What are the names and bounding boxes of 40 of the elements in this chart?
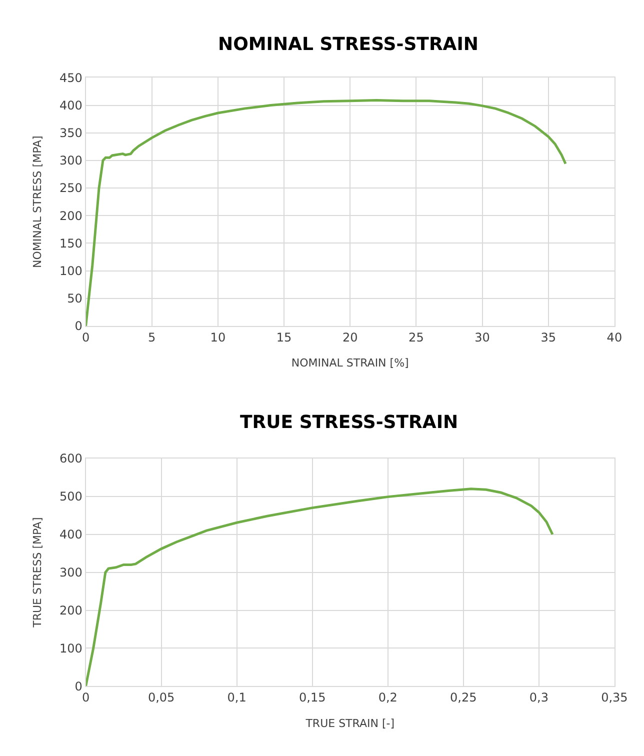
x-tick-label: 0,35 [601, 690, 628, 705]
x-tick-label: 35 [540, 330, 556, 344]
x-tick-label: 0,2 [378, 690, 398, 705]
line-series [86, 99, 567, 326]
y-axis-title: NOMINAL STRESS [MPA] [31, 136, 44, 268]
y-tick-label: 450 [59, 70, 82, 85]
x-tick-label: 0,25 [450, 690, 477, 705]
y-tick-label: 100 [59, 264, 82, 278]
x-axis-title: NOMINAL STRAIN [%] [291, 356, 409, 370]
x-tick-label: 25 [408, 330, 424, 344]
x-tick-label: 20 [342, 330, 358, 344]
x-tick-label: 5 [148, 330, 156, 344]
y-tick-label: 350 [59, 126, 82, 140]
x-tick-label: 0,15 [298, 690, 326, 705]
y-tick-label: 150 [59, 236, 82, 250]
y-tick-label: 600 [59, 452, 82, 466]
x-tick-label: 0,1 [227, 690, 246, 705]
y-tick-label: 200 [59, 208, 82, 223]
x-tick-label: 0,3 [529, 690, 548, 705]
y-tick-label: 0 [74, 319, 82, 334]
line-series [86, 488, 554, 686]
y-tick-label: 300 [59, 566, 82, 580]
x-tick-label: 15 [276, 330, 292, 344]
y-tick-label: 250 [59, 181, 82, 196]
x-tick-label: 10 [210, 330, 226, 344]
y-tick-label: 300 [59, 154, 82, 168]
chart-title: NOMINAL STRESS-STRAIN [218, 34, 478, 55]
y-tick-label: 0 [74, 679, 82, 694]
y-tick-label: 100 [59, 641, 82, 656]
y-axis-title: TRUE STRESS [MPA] [31, 517, 44, 628]
y-tick-label: 200 [59, 603, 82, 618]
y-tick-label: 400 [59, 98, 82, 112]
x-axis-title: TRUE STRAIN [-] [304, 716, 395, 730]
x-tick-label: 40 [606, 330, 622, 344]
chart-title: TRUE STRESS-STRAIN [240, 412, 458, 433]
y-tick-label: 50 [67, 292, 82, 306]
y-tick-label: 400 [59, 528, 82, 542]
x-tick-label: 30 [474, 330, 490, 344]
y-tick-label: 500 [59, 490, 82, 504]
x-tick-label: 0,05 [148, 690, 175, 705]
